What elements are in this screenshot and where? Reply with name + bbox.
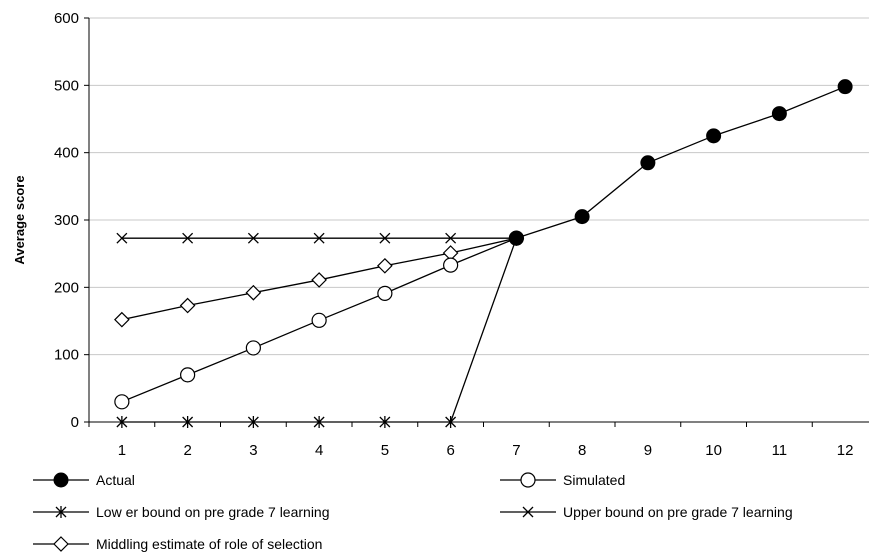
data-point: [53, 472, 69, 488]
data-point: [520, 472, 536, 488]
data-point: [179, 297, 196, 314]
data-point: [379, 416, 391, 428]
data-point: [182, 416, 194, 428]
series-markers-1: [114, 230, 524, 410]
data-point: [114, 394, 130, 410]
y-tick-labels: 0 100 200 300 400 500 600: [54, 10, 79, 431]
series-0: [516, 86, 846, 239]
legend-item: Simulated: [500, 472, 625, 488]
x-tick-label: 10: [705, 442, 722, 459]
series-markers-4: [114, 230, 525, 328]
data-point: [522, 506, 534, 518]
series-markers-0: [508, 79, 853, 246]
data-point: [114, 311, 130, 328]
data-point: [837, 79, 853, 95]
data-point: [706, 128, 722, 144]
y-tick-label: 400: [54, 145, 79, 162]
data-point: [377, 257, 393, 274]
legend-item: Upper bound on pre grade 7 learning: [500, 504, 793, 520]
legend-label: Simulated: [563, 472, 625, 488]
legend-item: Actual: [33, 472, 135, 488]
data-point: [182, 232, 194, 244]
y-tick-label: 600: [54, 10, 79, 27]
legend: Actual Simulated Low er bound on pre grade…: [33, 472, 793, 552]
y-tick-label: 0: [71, 414, 79, 431]
data-point: [247, 232, 259, 244]
data-point: [379, 232, 391, 244]
x-tick-label: 11: [772, 442, 788, 459]
gridlines: [89, 17, 869, 356]
x-tick-label: 6: [446, 442, 454, 459]
x-tick-label: 3: [249, 442, 257, 459]
x-tick-label: 8: [578, 442, 586, 459]
data-point: [445, 232, 457, 244]
x-tick-label: 1: [118, 442, 126, 459]
legend-label: Actual: [96, 472, 135, 488]
x-tick-label: 12: [837, 442, 854, 459]
data-point: [245, 340, 261, 356]
legend-label: Low er bound on pre grade 7 learning: [96, 504, 330, 520]
data-point: [311, 272, 327, 288]
x-tick-label: 4: [315, 442, 323, 459]
data-point: [245, 284, 262, 301]
legend-label: Upper bound on pre grade 7 learning: [563, 504, 793, 520]
axes: [84, 17, 869, 427]
legend-label: Middling estimate of role of selection: [96, 536, 322, 552]
data-point: [180, 367, 196, 383]
data-point: [508, 230, 524, 246]
y-axis-label: Average score: [12, 175, 27, 264]
x-tick-labels: 1 2 3 4 5 6 7 8 9 10 11 12: [118, 442, 854, 459]
data-point: [574, 209, 590, 225]
x-tick-label: 7: [512, 442, 520, 459]
data-point: [116, 232, 128, 244]
data-point: [640, 155, 656, 171]
data-point: [116, 416, 128, 428]
x-tick-label: 9: [644, 442, 652, 459]
data-point: [443, 257, 459, 273]
data-point: [313, 232, 325, 244]
x-tick-label: 2: [183, 442, 191, 459]
legend-item: Middling estimate of role of selection: [33, 536, 322, 552]
data-point: [247, 416, 259, 428]
y-tick-label: 100: [54, 347, 79, 364]
data-point: [445, 416, 457, 428]
y-tick-label: 200: [54, 279, 79, 296]
data-point: [377, 285, 393, 301]
legend-item: Low er bound on pre grade 7 learning: [33, 504, 330, 520]
data-point: [311, 312, 327, 328]
y-tick-label: 300: [54, 212, 79, 229]
data-point: [771, 106, 787, 122]
data-point: [53, 536, 69, 552]
series-layer: [114, 79, 853, 428]
x-tick-label: 5: [381, 442, 389, 459]
y-tick-label: 500: [54, 77, 79, 94]
data-point: [313, 416, 325, 428]
series-line: [516, 86, 846, 239]
data-point: [55, 506, 67, 518]
